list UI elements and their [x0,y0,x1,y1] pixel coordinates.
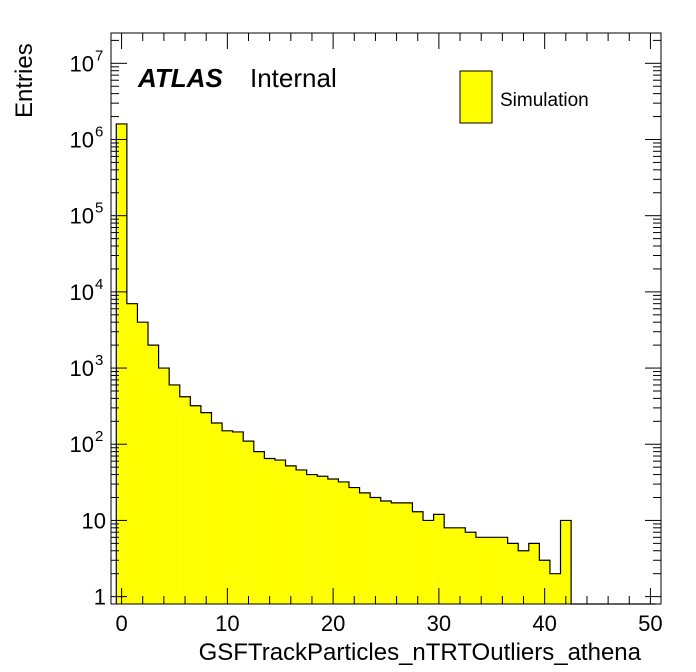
histogram-bar [338,481,349,604]
y-tick-label: 1 [94,585,106,610]
y-tick-exponent: 6 [95,124,103,141]
legend: Simulation [459,70,589,124]
y-tick-label: 10 [70,204,94,229]
histogram-bar [137,322,149,604]
histogram-bar [497,537,508,604]
histogram-bar [423,520,434,604]
histogram-bar [549,573,561,604]
histogram-bar [370,497,381,604]
atlas-label: ATLAS [137,63,223,93]
histogram-bar [465,532,476,604]
histogram-bar [179,396,191,604]
y-tick-label: 10 [70,280,94,305]
y-tick-label: 10 [70,128,94,153]
y-tick-label: 10 [70,51,94,76]
axis-ticks [111,33,661,604]
histogram-bar [222,430,233,604]
histogram-bar [253,451,265,604]
x-tick-labels: 0 10 20 30 40 50 [115,611,662,636]
histogram-bar [401,502,413,604]
histogram-bar [126,303,138,604]
histogram-bar [243,441,254,604]
histogram-bar [380,500,392,604]
y-tick-label: 10 [70,432,94,457]
x-tick-label: 10 [215,611,239,636]
y-tick-exponent: 2 [95,428,103,445]
y-tick-exponent: 7 [95,47,103,64]
histogram-bar [211,423,223,604]
histogram-bar [264,458,275,604]
histogram-bar [444,527,455,604]
histogram-bar [486,537,498,604]
x-tick-label: 30 [427,611,451,636]
y-axis-title: Entries [11,43,38,118]
legend-entry-label: Simulation [500,90,589,111]
atlas-status: Internal [250,63,337,93]
histogram-bar [158,368,170,604]
legend-swatch [459,70,493,124]
histogram-bar [306,474,318,604]
x-tick-label: 0 [115,611,127,636]
histogram-bar [433,514,445,604]
x-tick-label: 20 [321,611,345,636]
histogram-bar [454,527,466,604]
histogram-bar [116,123,127,604]
histogram-bar [200,412,212,604]
histogram-bar [274,460,286,604]
histogram-bar [475,537,487,604]
y-tick-label: 10 [82,508,106,533]
histogram-bar [285,465,297,604]
histogram-bar [391,502,402,604]
histogram-outline [115,123,656,605]
x-axis-title: GSFTrackParticles_nTRTOutliers_athena [199,639,642,666]
histogram-bar [507,543,519,604]
x-tick-label: 50 [638,611,662,636]
y-tick-label: 10 [70,356,94,381]
histogram-bar [169,384,180,604]
histogram-bar [317,476,328,604]
histogram-bar [348,487,360,604]
histogram-bar [528,543,540,604]
histogram-bar [518,550,529,604]
histogram-bar [232,431,244,604]
plot-frame [110,32,662,605]
histogram-bar [190,405,201,604]
histogram-bar [148,345,159,604]
histogram-bars [116,123,572,604]
histogram-bar [359,492,371,604]
y-tick-exponent: 3 [95,352,103,369]
x-tick-label: 40 [532,611,556,636]
y-tick-exponent: 4 [95,276,103,293]
y-tick-exponent: 5 [95,200,103,217]
histogram-bar [560,520,572,604]
histogram-bar [296,469,307,604]
histogram-bar [412,511,424,604]
histogram-bar [539,560,550,604]
histogram-bar [327,478,339,604]
